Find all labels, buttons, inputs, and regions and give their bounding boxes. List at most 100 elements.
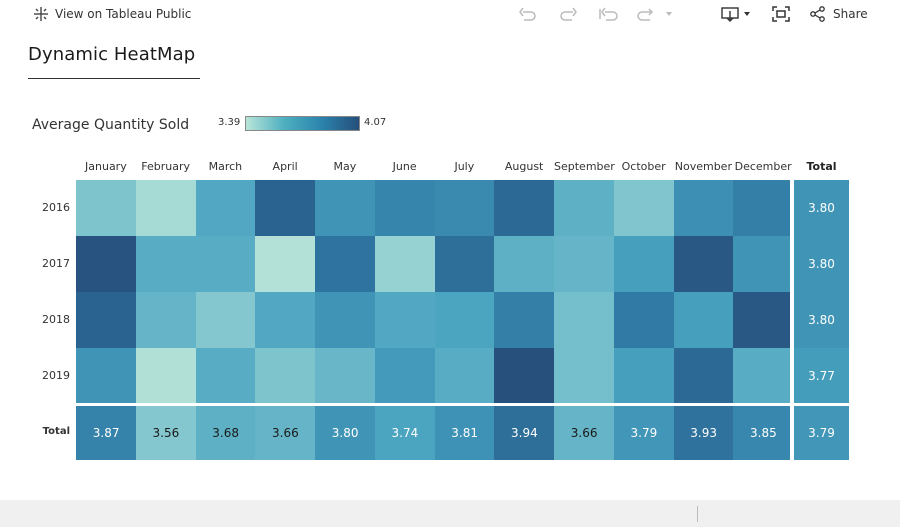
redo-button[interactable] [558, 0, 578, 27]
column-header: December [734, 160, 792, 173]
heatmap-cell [434, 236, 495, 292]
heatmap-cell [255, 236, 316, 292]
download-icon [720, 5, 740, 23]
title-underline [28, 78, 200, 79]
column-header: July [454, 160, 475, 173]
view-on-tableau-button[interactable]: View on Tableau Public [32, 0, 191, 27]
column-total-cell: 3.66 [554, 406, 615, 460]
heatmap-cell [613, 348, 674, 404]
undo-icon [518, 6, 538, 22]
column-total-cell: 3.74 [374, 406, 435, 460]
heatmap-cell [733, 348, 794, 404]
chevron-down-icon [742, 9, 752, 19]
column-total-cell: 3.68 [195, 406, 256, 460]
column-total-cell: 3.56 [135, 406, 196, 460]
toolbar [0, 500, 900, 527]
row-header-total: Total [42, 426, 70, 437]
heatmap-cell [434, 180, 495, 236]
heatmap-cell [494, 292, 555, 348]
share-button[interactable]: Share [809, 0, 868, 27]
heatmap-cell [76, 236, 137, 292]
heatmap-cell [135, 292, 196, 348]
undo-button[interactable] [518, 0, 538, 27]
heatmap-cell [76, 348, 137, 404]
heatmap-cell [613, 180, 674, 236]
heatmap-cell [733, 292, 794, 348]
share-label: Share [833, 6, 868, 21]
column-total-cell: 3.87 [76, 406, 137, 460]
column-header: September [554, 160, 615, 173]
heatmap-cell [554, 236, 615, 292]
row-header: 2017 [42, 257, 70, 270]
heatmap-cell [195, 180, 256, 236]
heatmap-cell [135, 236, 196, 292]
column-total-cell: 3.93 [673, 406, 734, 460]
legend-title: Average Quantity Sold [32, 117, 190, 133]
fullscreen-button[interactable] [771, 0, 791, 27]
heatmap-cell [554, 348, 615, 404]
column-header: February [141, 160, 190, 173]
heatmap-cell [255, 348, 316, 404]
share-icon [809, 5, 827, 23]
column-total-cell: 3.85 [733, 406, 794, 460]
heatmap-cell [135, 180, 196, 236]
revert-button[interactable] [598, 0, 620, 27]
heatmap-cell [255, 292, 316, 348]
heatmap-cell [673, 292, 734, 348]
column-header: March [208, 160, 243, 173]
heatmap-cell [673, 348, 734, 404]
column-header: January [85, 160, 127, 173]
column-header: October [621, 160, 666, 173]
row-total-cell: 3.80 [794, 236, 849, 292]
column-header: August [504, 160, 544, 173]
tableau-logo-icon [32, 5, 50, 23]
refresh-button[interactable] [636, 0, 656, 27]
row-header: 2018 [42, 313, 70, 326]
redo-icon [558, 6, 578, 22]
heatmap-cell [76, 180, 137, 236]
column-header-total: Total [806, 160, 837, 173]
toolbar-divider [697, 506, 698, 522]
heatmap-cell [76, 292, 137, 348]
heatmap-cell [434, 348, 495, 404]
legend-color-bar [245, 116, 360, 131]
totals-column-separator [790, 180, 794, 460]
refresh-dropdown-button[interactable] [664, 0, 674, 27]
column-header: November [674, 160, 732, 173]
page-title: Dynamic HeatMap [28, 44, 196, 65]
refresh-icon [636, 6, 656, 22]
heatmap-cell [374, 236, 435, 292]
legend-min: 3.39 [218, 117, 241, 128]
heatmap-cell [315, 292, 376, 348]
heatmap-cell [494, 348, 555, 404]
heatmap-cell [733, 180, 794, 236]
column-total-cell: 3.66 [255, 406, 316, 460]
fullscreen-icon [771, 5, 791, 23]
column-header: May [333, 160, 357, 173]
heatmap-cell [374, 180, 435, 236]
heatmap-cell [135, 348, 196, 404]
heatmap-cell [374, 292, 435, 348]
legend-max: 4.07 [364, 117, 387, 128]
column-total-cell: 3.94 [494, 406, 555, 460]
heatmap-cell [195, 292, 256, 348]
column-total-cell: 3.81 [434, 406, 495, 460]
heatmap-cell [374, 348, 435, 404]
totals-row-separator [76, 403, 850, 406]
heatmap-cell [434, 292, 495, 348]
column-total-cell: 3.79 [613, 406, 674, 460]
download-button[interactable] [720, 0, 752, 27]
row-header: 2016 [42, 201, 70, 214]
heatmap-cell [494, 180, 555, 236]
heatmap-cell [673, 236, 734, 292]
heatmap-cell [315, 348, 376, 404]
column-total-cell: 3.80 [315, 406, 376, 460]
row-total-cell: 3.77 [794, 348, 849, 404]
heatmap-cell [195, 348, 256, 404]
heatmap-cell [554, 180, 615, 236]
column-header: June [392, 160, 417, 173]
chevron-down-icon [664, 9, 674, 19]
row-total-cell: 3.80 [794, 292, 849, 348]
heatmap-cell [613, 236, 674, 292]
row-total-cell: 3.80 [794, 180, 849, 236]
